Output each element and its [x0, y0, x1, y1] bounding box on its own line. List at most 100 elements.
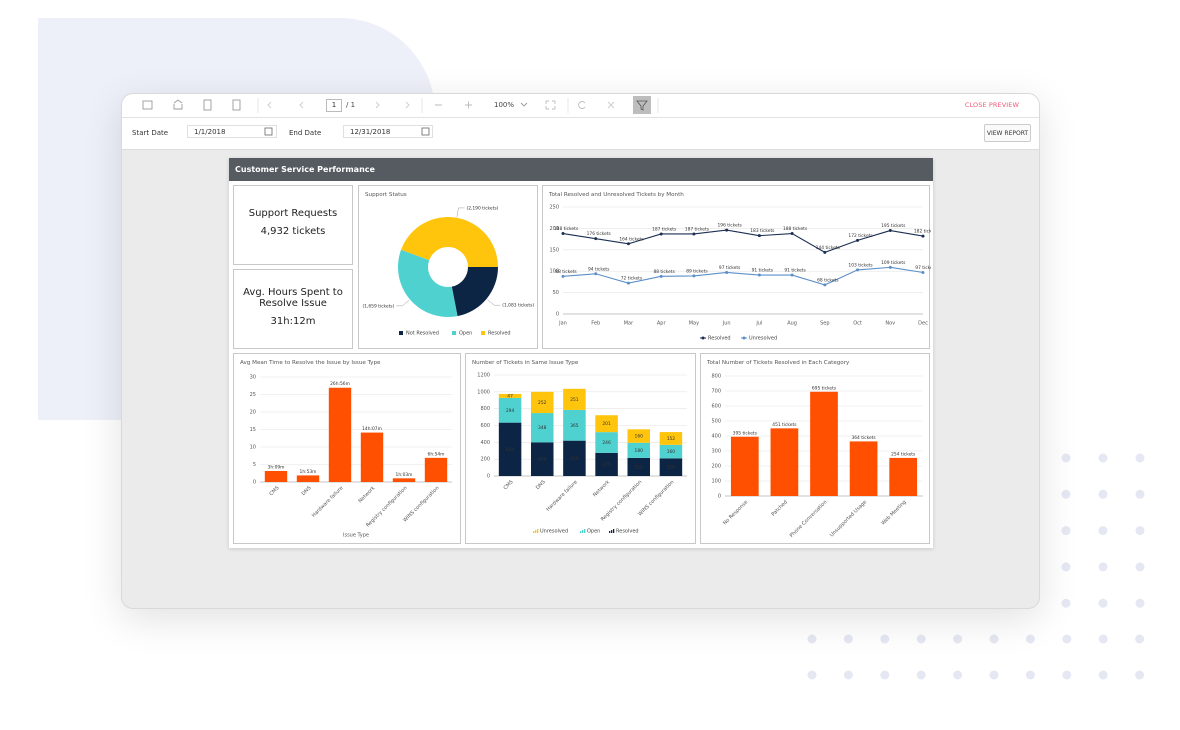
decor-dot [1098, 598, 1108, 608]
calendar-button[interactable] [421, 127, 430, 136]
data-label: 97 tickets [719, 265, 741, 271]
bar [770, 428, 799, 496]
print-button[interactable] [142, 100, 153, 110]
decor-dot [1135, 670, 1145, 680]
data-label: 348 [538, 425, 547, 431]
y-tick-label: 0 [718, 494, 721, 500]
data-label: 188 tickets [554, 226, 579, 232]
point [790, 232, 794, 236]
export-button[interactable] [173, 99, 183, 110]
data-label: 3h:09m [268, 464, 285, 470]
y-tick-label: 30 [250, 375, 256, 381]
calendar-icons [264, 127, 430, 136]
decor-dot [1098, 670, 1108, 680]
decor-dot [1098, 634, 1108, 644]
decor-dot [1025, 634, 1035, 644]
bar [424, 457, 448, 482]
chart-title: Avg Mean Time to Resolve the Issue by Is… [240, 360, 381, 366]
report-title: Customer Service Performance [229, 158, 933, 181]
point [692, 274, 696, 278]
y-tick-label: 700 [711, 389, 721, 395]
x-tick-label: No Response [722, 499, 749, 526]
y-tick-label: 1200 [477, 373, 490, 379]
data-label: 97 tickets [915, 265, 931, 271]
data-label: 68 tickets [817, 277, 839, 283]
data-label: 275 [602, 462, 611, 468]
data-label: 91 tickets [784, 268, 806, 274]
x-tick-label: Mar [624, 321, 634, 327]
x-tick-label: Nov [885, 321, 895, 327]
y-tick-label: 50 [553, 290, 559, 296]
bar [360, 432, 384, 482]
point [626, 281, 630, 285]
previous-page-button[interactable] [299, 101, 304, 109]
parameters-button[interactable] [633, 96, 651, 114]
legend-label: Resolved [708, 336, 731, 342]
page-count: / 1 [346, 101, 356, 109]
chart-title: Total Resolved and Unresolved Tickets by… [548, 192, 684, 198]
data-label: (2,190 tickets) [466, 205, 498, 211]
chart-panel: Total Resolved and Unresolved Tickets by… [542, 185, 931, 349]
point [823, 250, 827, 254]
start-date-input[interactable]: 1/1/2018 [187, 125, 277, 138]
x-tick-label: Unsupported Usage [829, 499, 868, 538]
close-preview[interactable]: CLOSE PREVIEW [964, 101, 1019, 109]
data-label: 246 [602, 440, 611, 446]
data-label: 201 [602, 421, 611, 427]
page-input[interactable]: 1 [326, 99, 342, 112]
legend-swatch [609, 531, 611, 533]
x-tick-label: Network [357, 485, 376, 504]
zoom-in-button[interactable] [465, 101, 472, 109]
bar-segment [595, 432, 618, 453]
zoom-dropdown[interactable] [520, 102, 528, 107]
next-page-button[interactable] [375, 101, 380, 109]
last-page-button[interactable] [405, 101, 410, 109]
legend-label: Open [459, 331, 472, 337]
decor-dot [953, 670, 963, 680]
decor-dot [880, 670, 890, 680]
bar [296, 475, 320, 482]
data-label: 164 tickets [619, 236, 644, 242]
data-label: 160 [667, 449, 676, 455]
page-setup-button[interactable] [203, 99, 212, 111]
x-tick-label: Network [592, 479, 611, 498]
legend-label: Resolved [488, 331, 511, 337]
print-layout-button[interactable] [232, 99, 241, 111]
x-tick-label: Web Meeting [880, 499, 907, 526]
y-tick-label: 0 [556, 312, 559, 318]
zoom-value[interactable]: 100% [494, 101, 515, 109]
data-label: 72 tickets [621, 276, 643, 282]
bar-segment [659, 458, 683, 476]
view-report-button[interactable]: VIEW REPORT [984, 124, 1031, 142]
chart: Total Number of Tickets Resolved in Each… [706, 360, 923, 539]
data-label: 188 tickets [783, 226, 808, 232]
decor-dot [1098, 453, 1108, 463]
calendar-button[interactable] [264, 127, 273, 136]
report-viewer: 1 / 1 100% CLOSE PREVIEW Start Date 1/1/… [121, 93, 1040, 609]
data-label: 88 tickets [653, 269, 675, 275]
end-date-label: End Date [289, 129, 322, 137]
bar-segment [530, 442, 554, 476]
refresh-button[interactable] [578, 101, 586, 109]
fit-page-button[interactable] [545, 100, 556, 110]
point [594, 272, 598, 276]
decor-dot [1098, 526, 1108, 536]
chart-title: Total Number of Tickets Resolved in Each… [706, 360, 850, 366]
decor-dot [1135, 489, 1145, 499]
decor-dot [1135, 453, 1145, 463]
decor-dot [916, 634, 926, 644]
stop-button[interactable] [607, 101, 615, 109]
first-page-button[interactable] [267, 101, 272, 109]
end-date-input[interactable]: 12/31/2018 [343, 125, 433, 138]
x-tick-label: DNS [535, 479, 547, 491]
chart-panel: Avg Mean Time to Resolve the Issue by Is… [233, 353, 461, 544]
decor-dot [1098, 562, 1108, 572]
legend-label: Not Resolved [406, 331, 439, 337]
bar-segment [498, 393, 522, 398]
series-line [562, 229, 924, 253]
data-label: 109 tickets [881, 260, 906, 266]
bar [810, 391, 838, 496]
bar-segment [659, 444, 683, 459]
y-tick-label: 500 [711, 419, 721, 425]
